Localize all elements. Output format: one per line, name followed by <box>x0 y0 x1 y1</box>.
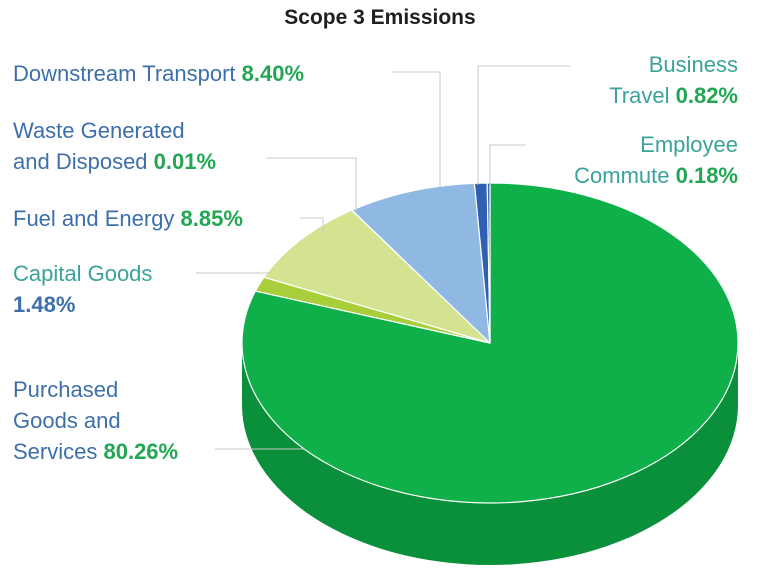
slice-label-waste-generated-and-disposed: Waste Generated and Disposed 0.01% <box>13 118 216 174</box>
slice-value: 0.82% <box>676 83 738 108</box>
pie-depth <box>242 343 738 565</box>
slice-label-line: Capital Goods <box>13 261 152 286</box>
slice-label-employee-commute: Employee Commute 0.18% <box>574 132 738 188</box>
slice-labels: Purchased Goods and Services 80.26% Capital… <box>13 52 738 464</box>
slice-label-downstream-transport: Downstream Transport 8.40% <box>13 61 304 86</box>
leader-lines <box>196 65 570 450</box>
slice-label-line: Waste Generated <box>13 118 185 143</box>
leader-line-waste-generated-and-disposed <box>266 157 357 212</box>
leader-line-employee-commute <box>489 144 526 185</box>
slice-label-line: Commute <box>574 163 675 188</box>
chart-title: Scope 3 Emissions <box>284 6 475 29</box>
slice-label-line: Business <box>649 52 738 77</box>
pie-side-purchased-goods-and-services <box>242 343 738 565</box>
slice-label-line: Fuel and Energy <box>13 206 181 231</box>
slice-label-line: Employee <box>640 132 738 157</box>
slice-value: 80.26% <box>103 439 178 464</box>
slice-label-purchased-goods-and-services: Purchased Goods and Services 80.26% <box>13 377 178 464</box>
slice-value: 8.40% <box>242 61 304 86</box>
slice-label-line: and Disposed <box>13 149 154 174</box>
leader-line-fuel-and-energy <box>300 217 324 232</box>
slice-label-line: Travel <box>609 83 675 108</box>
slice-value: 8.85% <box>181 206 243 231</box>
pie-slice-fuel-and-energy <box>263 209 491 344</box>
leader-line-downstream-transport <box>392 71 441 187</box>
slice-value: 0.18% <box>676 163 738 188</box>
slice-value: 0.01% <box>154 149 216 174</box>
slice-label-line: Services <box>13 439 103 464</box>
leader-line-business-travel <box>477 65 570 185</box>
slice-label-line: Purchased <box>13 377 118 402</box>
slice-label-capital-goods: Capital Goods 1.48% <box>13 261 152 317</box>
slice-label-business-travel: Business Travel 0.82% <box>609 52 738 108</box>
slice-label-line: Downstream Transport <box>13 61 242 86</box>
slice-value: 1.48% <box>13 292 75 317</box>
slice-label-fuel-and-energy: Fuel and Energy 8.85% <box>13 206 243 231</box>
slice-label-line: Goods and <box>13 408 121 433</box>
pie-top <box>241 182 739 504</box>
